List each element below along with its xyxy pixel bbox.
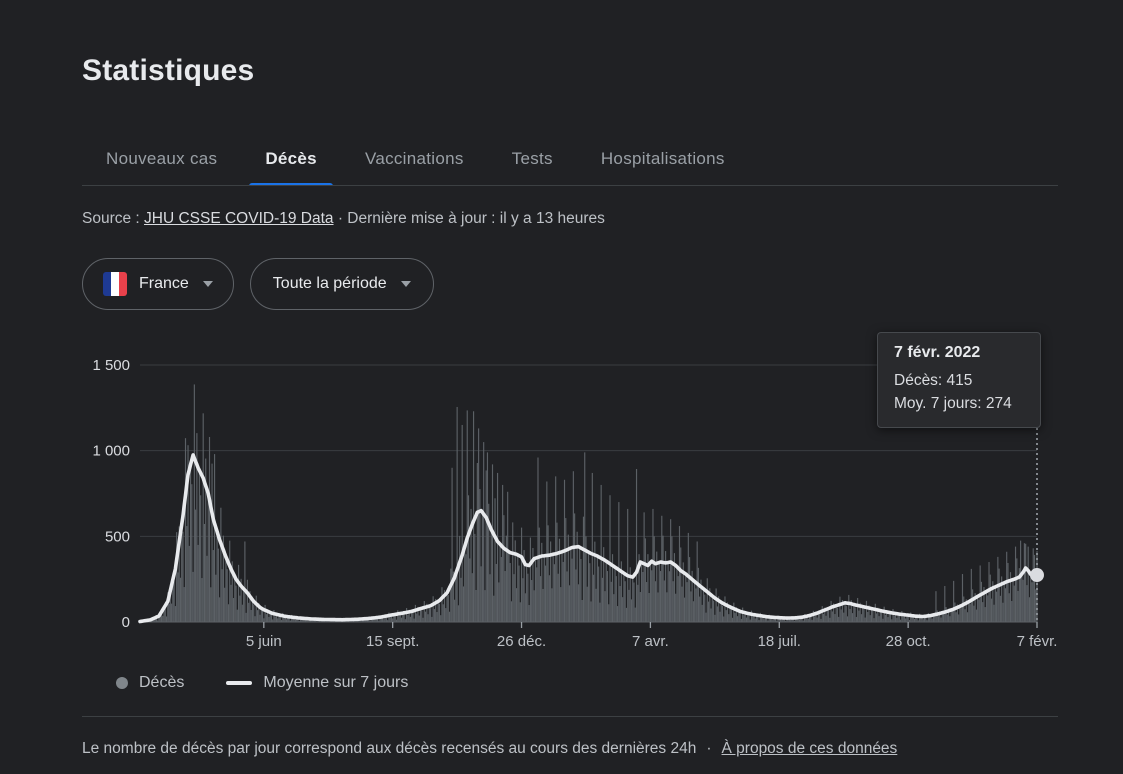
source-link[interactable]: JHU CSSE COVID-19 Data [144, 210, 334, 227]
highlighted-point-marker [1030, 568, 1044, 583]
filter-bar: France Toute la période [82, 258, 434, 310]
footer-divider [82, 716, 1058, 717]
stats-tab-bar: Nouveaux cas Décès Vaccinations Tests Ho… [90, 132, 741, 186]
tab-vaccinations[interactable]: Vaccinations [349, 132, 480, 186]
source-line: Source : JHU CSSE COVID-19 Data · Derniè… [82, 210, 605, 228]
chart-x-axis: 5 juin 15 sept. 26 déc. 7 avr. 18 juil. 28 oc… [246, 622, 1058, 650]
france-flag-icon [103, 272, 127, 296]
chevron-down-icon [400, 281, 411, 287]
page-title: Statistiques [82, 54, 255, 87]
legend-item-moyenne: Moyenne sur 7 jours [226, 674, 408, 692]
svg-text:500: 500 [105, 528, 130, 545]
flag-stripe-white [111, 272, 119, 296]
tooltip-date: 7 févr. 2022 [894, 344, 981, 361]
tab-label: Décès [265, 149, 317, 168]
svg-text:0: 0 [122, 614, 130, 631]
period-select[interactable]: Toute la période [249, 258, 434, 310]
flag-stripe-red [119, 272, 127, 296]
svg-text:7 avr.: 7 avr. [632, 633, 669, 650]
svg-text:1 500: 1 500 [92, 357, 130, 374]
tab-hospitalisations[interactable]: Hospitalisations [585, 132, 741, 186]
country-select[interactable]: France [82, 258, 234, 310]
tab-label: Nouveaux cas [106, 149, 218, 168]
tooltip-deaths: Décès: 415 [894, 372, 973, 389]
svg-text:26 déc.: 26 déc. [497, 633, 546, 650]
flag-stripe-blue [103, 272, 111, 296]
tab-label: Vaccinations [364, 149, 464, 168]
average-line-icon [226, 681, 253, 685]
svg-text:18 juil.: 18 juil. [758, 633, 801, 650]
chevron-down-icon [202, 281, 213, 287]
tabs-divider [82, 185, 1058, 186]
deaths-bars [139, 384, 1038, 622]
source-prefix: Source : [82, 210, 145, 227]
svg-text:7 févr.: 7 févr. [1017, 633, 1058, 650]
tab-label: Hospitalisations [600, 149, 725, 168]
average-line [138, 453, 1039, 624]
svg-text:15 sept.: 15 sept. [366, 633, 419, 650]
legend-label: Moyenne sur 7 jours [263, 674, 409, 691]
last-updated-text: · Dernière mise à jour : il y a 13 heure… [333, 210, 605, 227]
svg-text:1 000: 1 000 [92, 443, 130, 460]
tab-nouveaux-cas[interactable]: Nouveaux cas [90, 132, 233, 186]
tab-label: Tests [511, 149, 553, 168]
svg-text:5 juin: 5 juin [246, 633, 282, 650]
svg-text:28 oct.: 28 oct. [886, 633, 931, 650]
footer-text: Le nombre de décès par jour correspond a… [82, 740, 697, 757]
active-tab-underline [249, 183, 333, 186]
about-data-link[interactable]: À propos de ces données [721, 740, 898, 757]
chart-legend: Décès Moyenne sur 7 jours [116, 674, 408, 692]
country-select-value: France [139, 275, 189, 292]
tooltip-avg: Moy. 7 jours: 274 [894, 395, 1012, 412]
deaths-chart[interactable]: 0 500 1 000 1 500 5 juin 15 sept. 26 déc. 7 avr… [82, 340, 1072, 660]
period-select-value: Toute la période [272, 275, 387, 292]
legend-label: Décès [139, 674, 185, 691]
deaths-dot-icon [116, 677, 128, 689]
legend-item-deces: Décès [116, 674, 184, 692]
footer-note: Le nombre de décès par jour correspond a… [82, 740, 1058, 758]
tab-tests[interactable]: Tests [496, 132, 569, 186]
chart-tooltip: 7 févr. 2022 Décès: 415 Moy. 7 jours: 27… [877, 332, 1041, 428]
footer-separator: · [706, 740, 712, 757]
tab-deces[interactable]: Décès [249, 132, 333, 186]
